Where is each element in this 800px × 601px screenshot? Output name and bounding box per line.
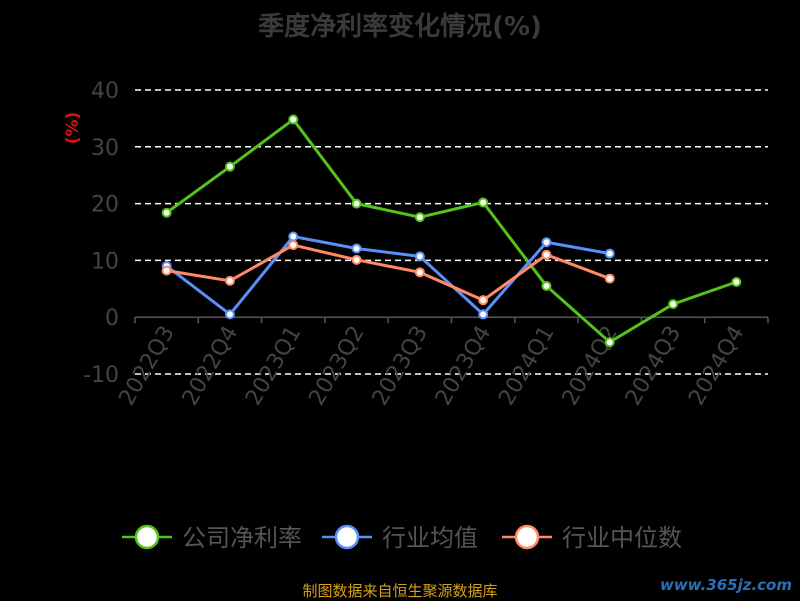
data-point bbox=[414, 267, 425, 278]
data-point bbox=[604, 248, 615, 259]
data-point bbox=[541, 249, 552, 260]
x-tick-label: 2023Q3 bbox=[368, 322, 433, 410]
series-line bbox=[165, 117, 737, 345]
x-tick-label: 2024Q2 bbox=[558, 322, 623, 410]
data-point bbox=[288, 231, 299, 242]
data-point bbox=[351, 243, 362, 254]
x-tick-label: 2023Q4 bbox=[431, 322, 496, 410]
watermark: www.365jz.com bbox=[659, 576, 792, 594]
chart-title: 季度净利率变化情况(%) bbox=[258, 12, 542, 42]
legend-label: 行业中位数 bbox=[562, 524, 682, 552]
data-point bbox=[161, 207, 172, 218]
y-tick-label: 10 bbox=[91, 249, 119, 274]
data-point bbox=[288, 114, 299, 125]
series-line bbox=[166, 243, 611, 302]
y-tick-label: 20 bbox=[91, 193, 119, 218]
data-point bbox=[731, 276, 742, 287]
data-point bbox=[604, 337, 615, 348]
data-point bbox=[288, 240, 299, 251]
data-point bbox=[161, 265, 172, 276]
data-point bbox=[414, 212, 425, 223]
data-point bbox=[478, 295, 489, 306]
data-point bbox=[224, 309, 235, 320]
legend-marker bbox=[134, 524, 160, 550]
data-point bbox=[541, 237, 552, 248]
data-point bbox=[414, 251, 425, 262]
series-line bbox=[165, 234, 611, 317]
y-tick-label: -10 bbox=[83, 363, 119, 388]
data-point bbox=[668, 299, 679, 310]
x-tick-label: 2024Q3 bbox=[621, 322, 686, 410]
data-point bbox=[224, 275, 235, 286]
x-tick-label: 2022Q4 bbox=[178, 322, 243, 410]
legend-label: 公司净利率 bbox=[182, 524, 302, 552]
data-point bbox=[478, 197, 489, 208]
data-point bbox=[604, 273, 615, 284]
legend-marker bbox=[514, 524, 540, 550]
x-tick-label: 2023Q1 bbox=[241, 322, 306, 410]
data-point bbox=[224, 161, 235, 172]
legend-label: 行业均值 bbox=[382, 524, 478, 552]
data-point bbox=[351, 198, 362, 209]
legend-marker bbox=[334, 524, 360, 550]
y-tick-label: 30 bbox=[91, 136, 119, 161]
data-point bbox=[541, 280, 552, 291]
data-point bbox=[478, 309, 489, 320]
data-point bbox=[351, 254, 362, 265]
y-tick-label: 40 bbox=[91, 79, 119, 104]
x-tick-label: 2024Q1 bbox=[494, 322, 559, 410]
source-footer: 制图数据来自恒生聚源数据库 bbox=[302, 582, 498, 600]
y-tick-label: 0 bbox=[105, 306, 119, 331]
x-tick-label: 2022Q3 bbox=[115, 322, 180, 410]
y-axis-label: (%) bbox=[63, 112, 83, 145]
x-tick-label: 2023Q2 bbox=[304, 322, 369, 410]
x-tick-label: 2024Q4 bbox=[684, 322, 749, 410]
